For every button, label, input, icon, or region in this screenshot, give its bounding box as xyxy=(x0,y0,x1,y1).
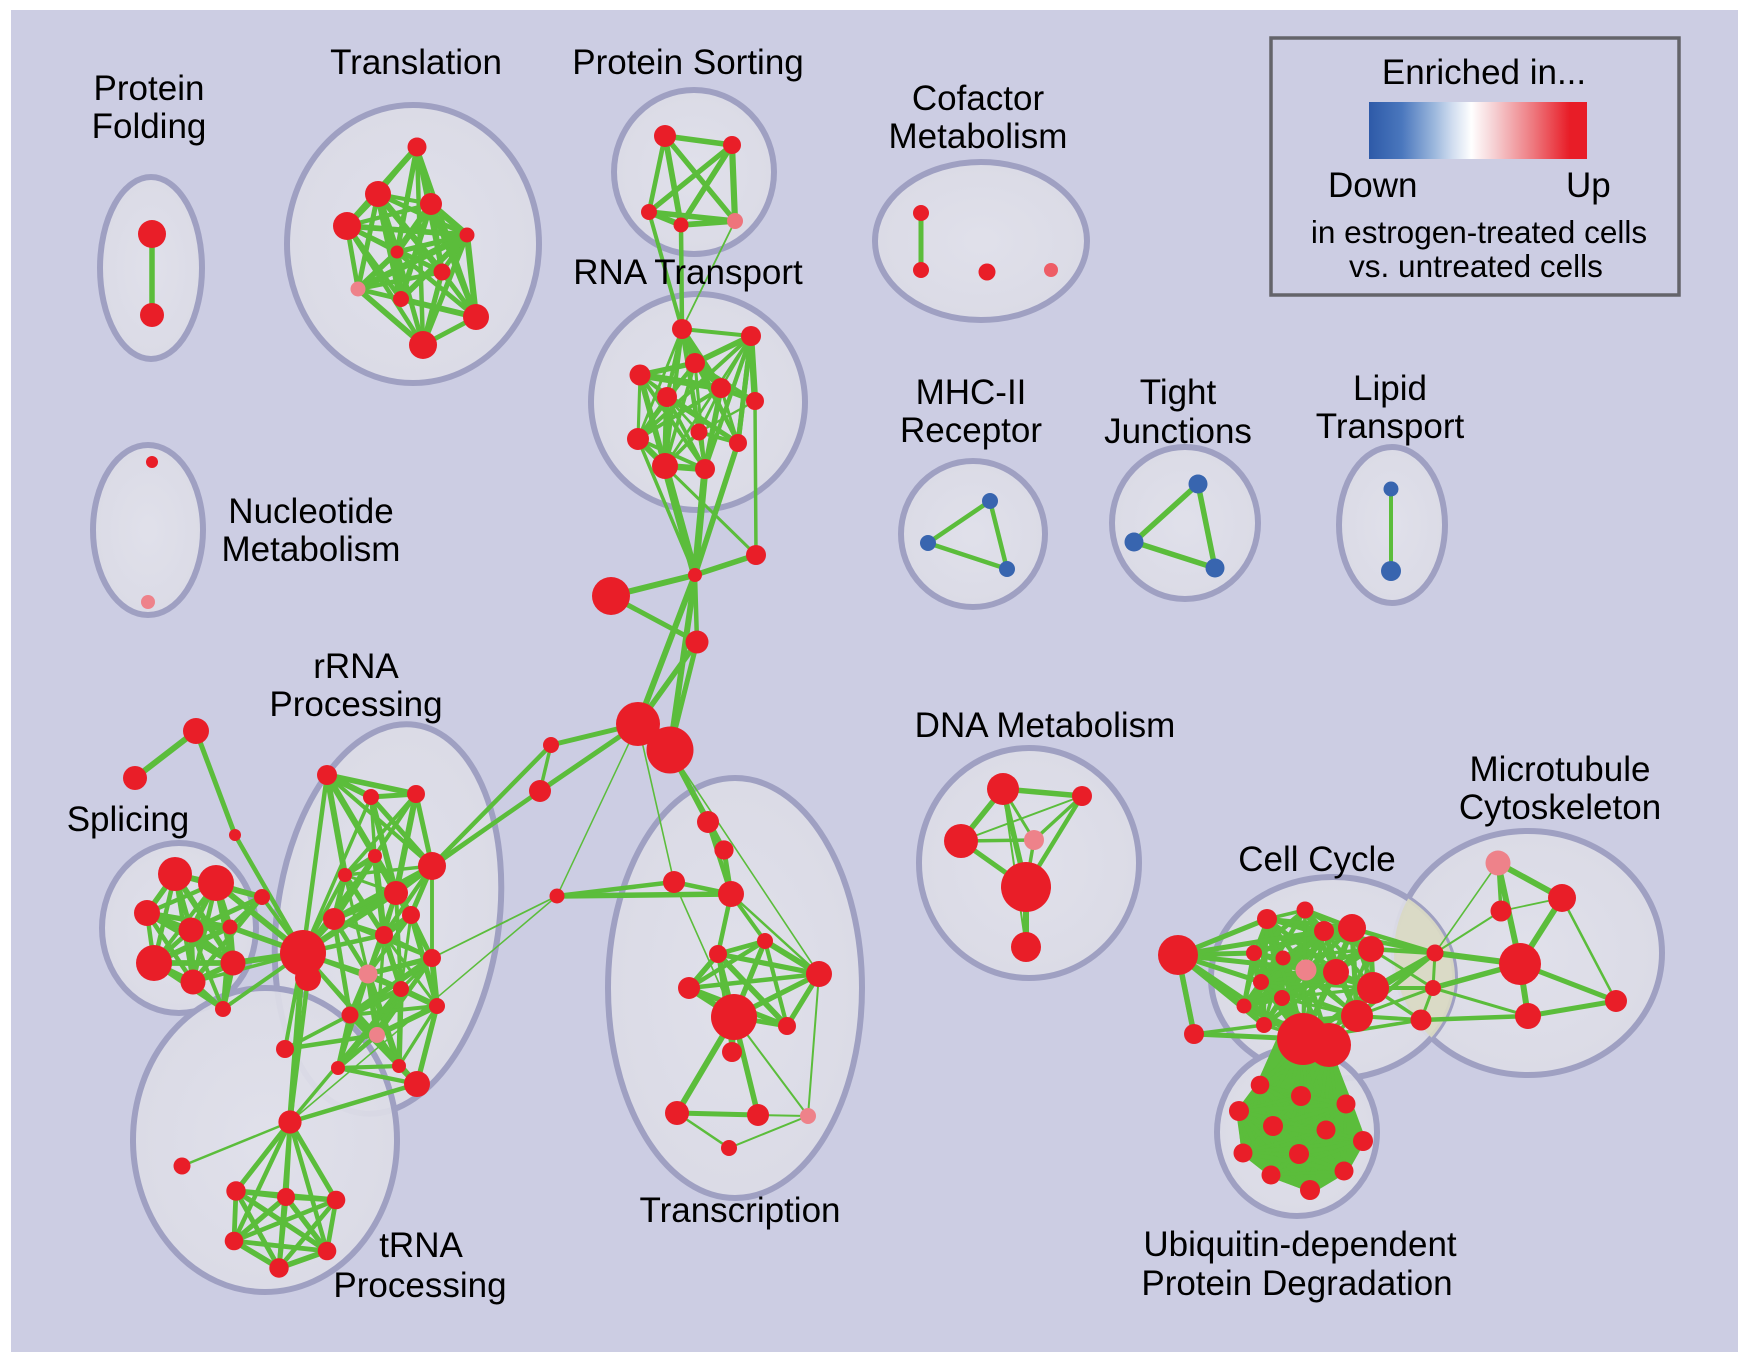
svg-text:Up: Up xyxy=(1566,166,1611,205)
svg-text:Transcription: Transcription xyxy=(640,1191,841,1230)
svg-text:Junctions: Junctions xyxy=(1104,412,1252,451)
svg-text:Cell Cycle: Cell Cycle xyxy=(1238,840,1396,879)
svg-text:Cofactor: Cofactor xyxy=(912,79,1045,118)
svg-text:rRNA: rRNA xyxy=(313,647,399,686)
svg-text:Processing: Processing xyxy=(269,685,442,724)
svg-text:Tight: Tight xyxy=(1140,373,1217,412)
svg-text:Processing: Processing xyxy=(333,1266,506,1305)
svg-text:Microtubule: Microtubule xyxy=(1470,750,1651,789)
svg-text:Splicing: Splicing xyxy=(67,800,190,839)
svg-text:Transport: Transport xyxy=(1316,407,1465,446)
svg-text:Receptor: Receptor xyxy=(900,411,1042,450)
svg-text:Lipid: Lipid xyxy=(1353,369,1427,408)
svg-text:Metabolism: Metabolism xyxy=(889,117,1068,156)
svg-text:Enriched in...: Enriched in... xyxy=(1382,53,1586,92)
svg-text:Protein Sorting: Protein Sorting xyxy=(572,43,804,82)
svg-text:tRNA: tRNA xyxy=(379,1226,463,1265)
svg-text:RNA Transport: RNA Transport xyxy=(573,253,803,292)
svg-text:Ubiquitin-dependent: Ubiquitin-dependent xyxy=(1143,1225,1457,1264)
svg-text:Translation: Translation xyxy=(330,43,502,82)
svg-text:DNA Metabolism: DNA Metabolism xyxy=(915,706,1176,745)
svg-text:Nucleotide: Nucleotide xyxy=(228,492,393,531)
svg-text:in estrogen-treated cells: in estrogen-treated cells xyxy=(1311,214,1647,250)
svg-text:Metabolism: Metabolism xyxy=(222,530,401,569)
svg-text:Protein Degradation: Protein Degradation xyxy=(1141,1264,1452,1303)
svg-text:MHC-II: MHC-II xyxy=(916,373,1027,412)
svg-text:Down: Down xyxy=(1328,166,1417,205)
svg-text:Folding: Folding xyxy=(92,107,207,146)
svg-text:Cytoskeleton: Cytoskeleton xyxy=(1459,788,1661,827)
svg-text:Protein: Protein xyxy=(94,69,205,108)
svg-text:vs. untreated cells: vs. untreated cells xyxy=(1349,248,1603,284)
